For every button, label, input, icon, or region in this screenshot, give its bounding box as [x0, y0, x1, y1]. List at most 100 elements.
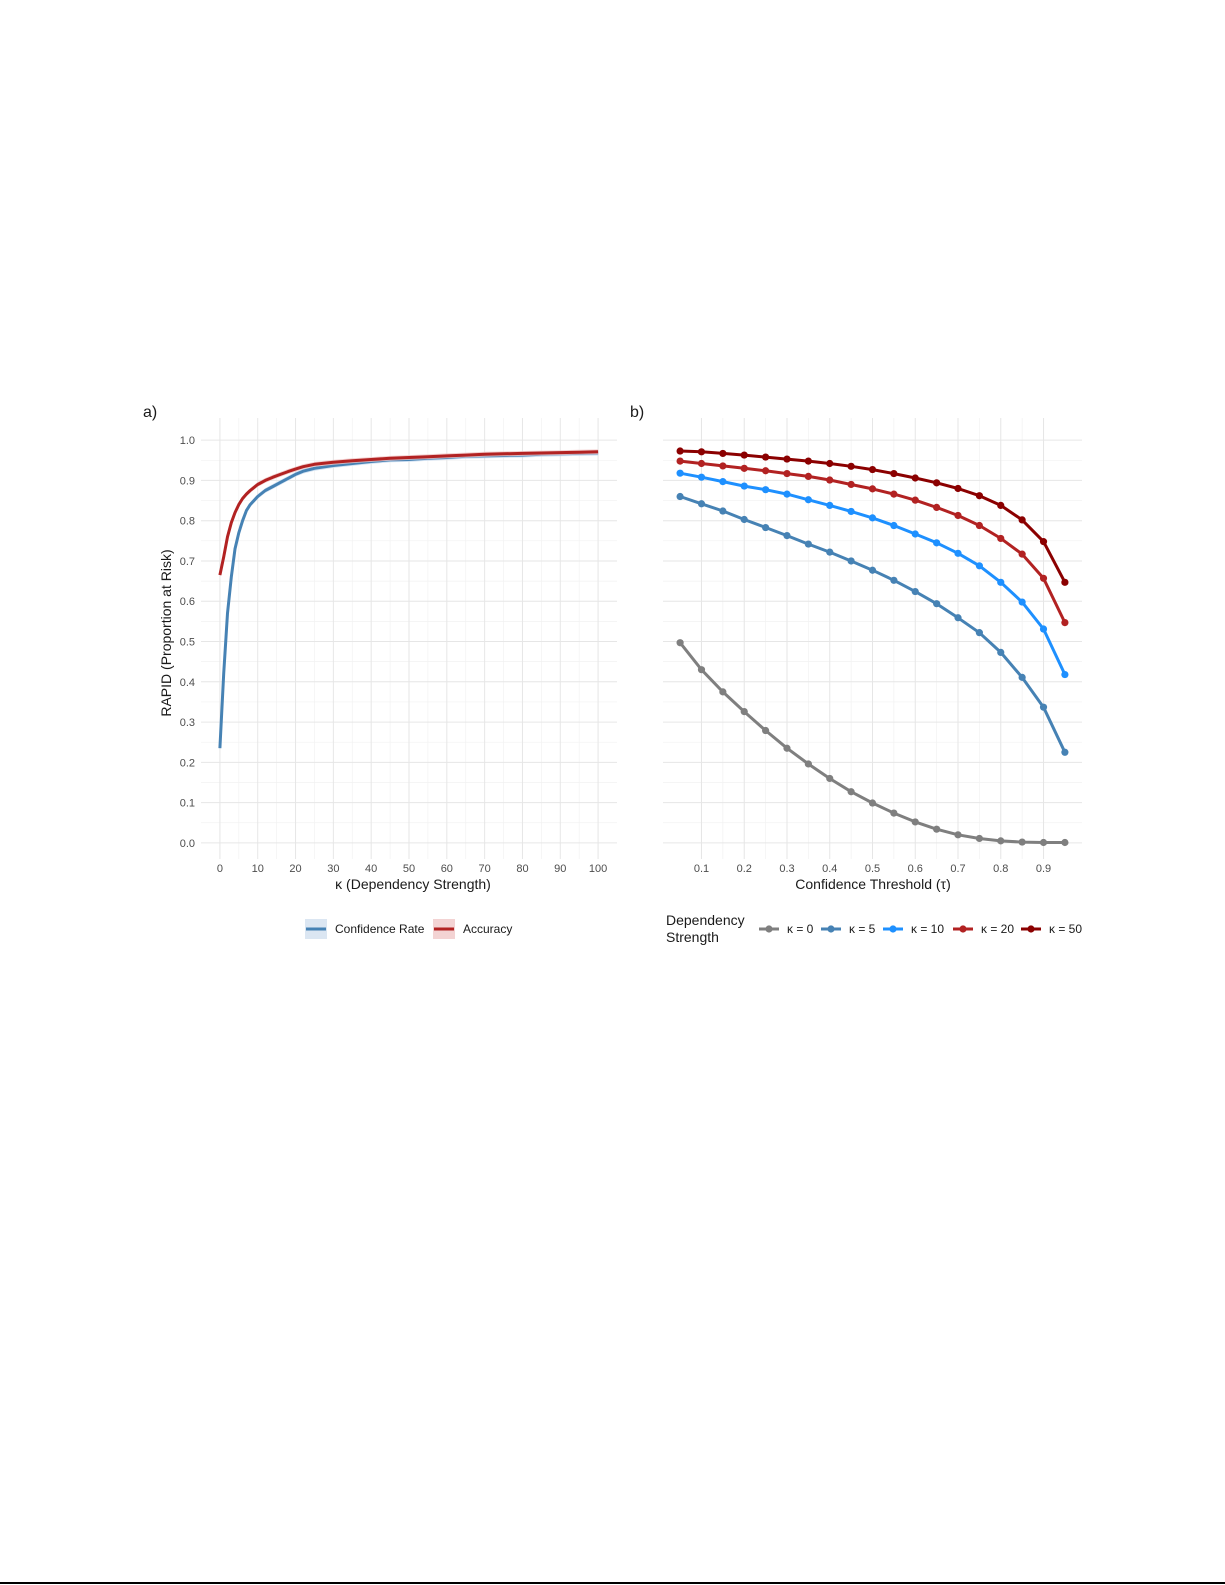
data-point-kappa-0: [997, 837, 1005, 845]
panel-a-y-axis-title: RAPID (Proportion at Risk): [158, 549, 174, 716]
panel-a-x-axis-title: κ (Dependency Strength): [335, 876, 491, 892]
legend-key-point-kappa-50: [1027, 925, 1035, 933]
panel-b-x-tick-label: 0.8: [993, 863, 1008, 875]
data-point-kappa-5: [804, 540, 812, 548]
panel-a-series: [218, 449, 599, 751]
panel-b-label: b): [630, 404, 644, 421]
series-line-accuracy: [218, 450, 599, 576]
data-point-kappa-50: [676, 447, 684, 455]
data-point-kappa-50: [762, 453, 770, 461]
data-point-kappa-50: [783, 455, 791, 463]
data-point-kappa-0: [1039, 838, 1048, 847]
data-point-kappa-10: [826, 501, 834, 509]
series-kappa-5: [676, 492, 1069, 756]
data-point-kappa-10: [975, 562, 983, 570]
data-point-kappa-50: [719, 449, 727, 458]
panel-a-y-tick-label: 0.3: [180, 717, 195, 729]
data-point-kappa-20: [804, 472, 812, 480]
data-point-kappa-0: [1061, 838, 1069, 847]
data-point-kappa-20: [868, 485, 877, 493]
legend-label-accuracy: Accuracy: [463, 922, 512, 936]
panel-a-y-tick-label: 0.0: [180, 838, 195, 850]
panel-a-y-tick-label: 0.4: [180, 677, 195, 689]
data-point-kappa-0: [847, 788, 855, 796]
legend-label-kappa-10: κ = 10: [911, 922, 944, 936]
data-point-kappa-20: [954, 511, 962, 520]
data-point-kappa-20: [740, 464, 748, 472]
legend-key-point-kappa-20: [959, 925, 967, 933]
data-point-kappa-10: [1039, 625, 1048, 633]
data-point-kappa-10: [847, 507, 855, 516]
data-point-kappa-5: [847, 557, 855, 565]
panel-a-x-tick-label: 40: [365, 863, 377, 875]
panel-a-grid: [201, 418, 617, 859]
data-point-kappa-5: [868, 566, 877, 574]
data-point-kappa-0: [890, 809, 898, 817]
data-point-kappa-5: [933, 600, 941, 608]
page-bottom-rule: [0, 1582, 1225, 1584]
data-point-kappa-10: [740, 482, 748, 490]
legend-label-kappa-5: κ = 5: [849, 922, 876, 936]
panel-b-x-tick-label: 0.3: [779, 863, 794, 875]
data-point-kappa-20: [890, 490, 898, 498]
panel-a-y-tick-label: 0.7: [180, 556, 195, 568]
legend-key-point-kappa-5: [827, 925, 835, 933]
data-point-kappa-10: [783, 490, 791, 498]
panel-a-x-tick-label: 10: [252, 863, 264, 875]
data-point-kappa-50: [933, 479, 941, 487]
legend-key-point-kappa-10: [889, 925, 897, 933]
panel-a-x-tick-label: 80: [516, 863, 528, 875]
data-point-kappa-5: [1039, 703, 1048, 711]
series-kappa-0: [676, 639, 1069, 847]
data-point-kappa-20: [1039, 574, 1048, 582]
legend-label-kappa-50: κ = 50: [1049, 922, 1082, 936]
data-point-kappa-10: [719, 478, 727, 486]
panel-a-x-tick-label: 20: [289, 863, 301, 875]
data-point-kappa-0: [762, 726, 770, 735]
legend-label-kappa-20: κ = 20: [981, 922, 1014, 936]
data-point-kappa-50: [804, 457, 812, 465]
data-point-kappa-5: [762, 523, 770, 532]
data-point-kappa-5: [975, 629, 983, 637]
data-point-kappa-5: [783, 532, 791, 540]
data-point-kappa-0: [719, 688, 727, 696]
data-point-kappa-20: [676, 457, 684, 465]
panel-a-x-tick-label: 30: [327, 863, 339, 875]
data-point-kappa-5: [911, 587, 919, 596]
legend-label-kappa-0: κ = 0: [787, 922, 814, 936]
legend-label-confidence-rate: Confidence Rate: [335, 922, 425, 936]
panel-b-legend-keys: κ = 0 κ = 5 κ = 10 κ = 20 κ = 50: [759, 922, 1082, 936]
data-point-kappa-0: [933, 825, 941, 833]
data-point-kappa-10: [1061, 670, 1069, 679]
data-point-kappa-0: [740, 707, 748, 716]
data-point-kappa-20: [783, 469, 791, 478]
series-kappa-10: [676, 469, 1069, 679]
data-point-kappa-5: [697, 500, 706, 508]
data-point-kappa-50: [1061, 578, 1069, 586]
data-point-kappa-10: [868, 514, 877, 522]
data-point-kappa-50: [911, 474, 919, 482]
data-point-kappa-20: [997, 534, 1005, 543]
data-point-kappa-5: [997, 648, 1005, 656]
data-point-kappa-20: [1018, 550, 1026, 558]
data-point-kappa-50: [890, 469, 898, 478]
data-point-kappa-50: [868, 465, 877, 474]
data-point-kappa-5: [954, 614, 962, 622]
data-point-kappa-5: [1061, 748, 1069, 756]
panel-b-x-tick-label: 0.1: [694, 863, 709, 875]
panel-b-x-tick-label: 0.2: [737, 863, 752, 875]
panel-a-y-tick-label: 0.1: [180, 798, 195, 810]
panel-a-y-tick-label: 0.2: [180, 757, 195, 769]
data-point-kappa-5: [676, 492, 684, 501]
data-point-kappa-0: [911, 818, 919, 826]
panel-b: b) 0.1 0.2 0.3 0.4 0.5 0.6 0.7 0.8 0.9 Confidenc…: [630, 404, 1082, 945]
data-point-kappa-0: [804, 760, 812, 768]
panel-a-x-tick-label: 0: [217, 863, 223, 875]
data-point-kappa-50: [997, 501, 1005, 509]
data-point-kappa-0: [783, 744, 791, 752]
panel-b-x-ticks: 0.1 0.2 0.3 0.4 0.5 0.6 0.7 0.8 0.9: [694, 863, 1051, 875]
data-point-kappa-50: [1039, 538, 1048, 546]
panel-b-x-tick-label: 0.7: [950, 863, 965, 875]
